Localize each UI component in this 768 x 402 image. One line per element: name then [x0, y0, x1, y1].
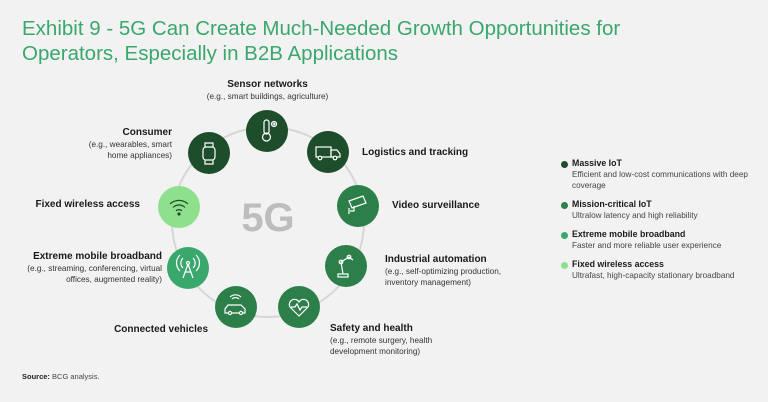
label-extreme-mobile-broadband: Extreme mobile broadband (e.g., streaming… — [27, 251, 162, 284]
legend-dot — [561, 161, 568, 168]
car-icon — [224, 294, 246, 316]
legend-item-extreme-mobile-broadband: Extreme mobile broadband Faster and more… — [560, 229, 760, 251]
legend: Massive IoT Efficient and low-cost commu… — [560, 158, 760, 289]
node-safety-and-health — [278, 286, 320, 328]
label-consumer: Consumer (e.g., wearables, smart home app… — [88, 127, 172, 160]
node-connected-vehicles — [215, 286, 257, 328]
label-sensor-networks: Sensor networks (e.g., smart buildings, a… — [206, 79, 329, 101]
node-logistics-and-tracking — [307, 131, 349, 173]
center-5g-label: 5G — [241, 196, 295, 240]
node-consumer — [188, 132, 230, 174]
legend-dot — [561, 232, 568, 239]
source-note: Source: BCG analysis. — [22, 372, 100, 381]
wifi-icon — [169, 199, 189, 216]
node-extreme-mobile-broadband — [167, 247, 209, 289]
page-title: Exhibit 9 - 5G Can Create Much-Needed Gr… — [22, 17, 621, 65]
camera-icon — [348, 195, 367, 214]
smartwatch-icon — [202, 142, 216, 165]
heart-icon — [288, 298, 310, 317]
label-video-surveillance: Video surveillance — [392, 200, 480, 211]
robot-arm-icon — [337, 254, 354, 278]
legend-dot — [561, 262, 568, 269]
node-video-surveillance — [337, 185, 379, 227]
label-logistics-and-tracking: Logistics and tracking — [362, 147, 469, 158]
legend-item-fixed-wireless-access: Fixed wireless access Ultrafast, high-ca… — [560, 259, 760, 281]
legend-item-mission-critical-iot: Mission-critical IoT Ultralow latency an… — [560, 199, 760, 221]
label-safety-and-health: Safety and health (e.g., remote surgery, … — [330, 323, 433, 356]
node-sensor-networks — [246, 110, 288, 152]
legend-dot — [561, 202, 568, 209]
antenna-icon — [176, 254, 200, 279]
node-industrial-automation — [325, 245, 367, 287]
node-fixed-wireless-access — [158, 186, 200, 228]
label-industrial-automation: Industrial automation (e.g., self-optimiz… — [385, 254, 502, 287]
legend-item-massive-iot: Massive IoT Efficient and low-cost commu… — [560, 158, 760, 191]
truck-icon — [315, 146, 341, 161]
label-connected-vehicles: Connected vehicles — [114, 324, 208, 335]
label-fixed-wireless-access: Fixed wireless access — [35, 199, 140, 210]
thermometer-icon — [261, 119, 278, 142]
